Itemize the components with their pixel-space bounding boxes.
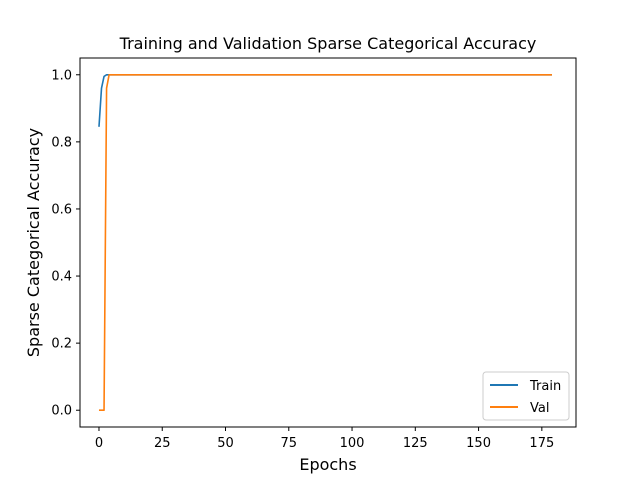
x-tick-label: 175 [529, 436, 554, 451]
series-layer [98, 73, 552, 412]
y-tick-label: 0.8 [51, 135, 72, 150]
x-tick-label: 75 [281, 436, 298, 451]
y-tick-label: 0.0 [51, 404, 72, 419]
y-axis-label: Sparse Categorical Accuracy [24, 128, 43, 357]
legend: Train Val [482, 371, 570, 421]
x-tick-label: 25 [154, 436, 171, 451]
x-tick-label: 50 [217, 436, 234, 451]
series-line-val [98, 73, 552, 412]
x-axis-ticks: 0 25 50 75 100 125 150 175 [95, 427, 554, 451]
y-tick-label: 0.4 [51, 270, 72, 285]
chart-title: Training and Validation Sparse Categoric… [119, 34, 537, 53]
y-tick-label: 0.2 [51, 337, 72, 352]
legend-label-val: Val [530, 401, 549, 416]
x-tick-label: 150 [466, 436, 491, 451]
x-tick-label: 125 [403, 436, 428, 451]
plot-area-frame [79, 57, 577, 428]
y-tick-label: 1.0 [51, 68, 72, 83]
legend-label-train: Train [529, 379, 561, 394]
x-tick-label: 0 [95, 436, 103, 451]
y-axis-ticks: 0.0 0.2 0.4 0.6 0.8 1.0 [51, 68, 80, 419]
x-tick-label: 100 [340, 436, 365, 451]
y-tick-label: 0.6 [51, 202, 72, 217]
x-axis-label: Epochs [299, 455, 356, 474]
